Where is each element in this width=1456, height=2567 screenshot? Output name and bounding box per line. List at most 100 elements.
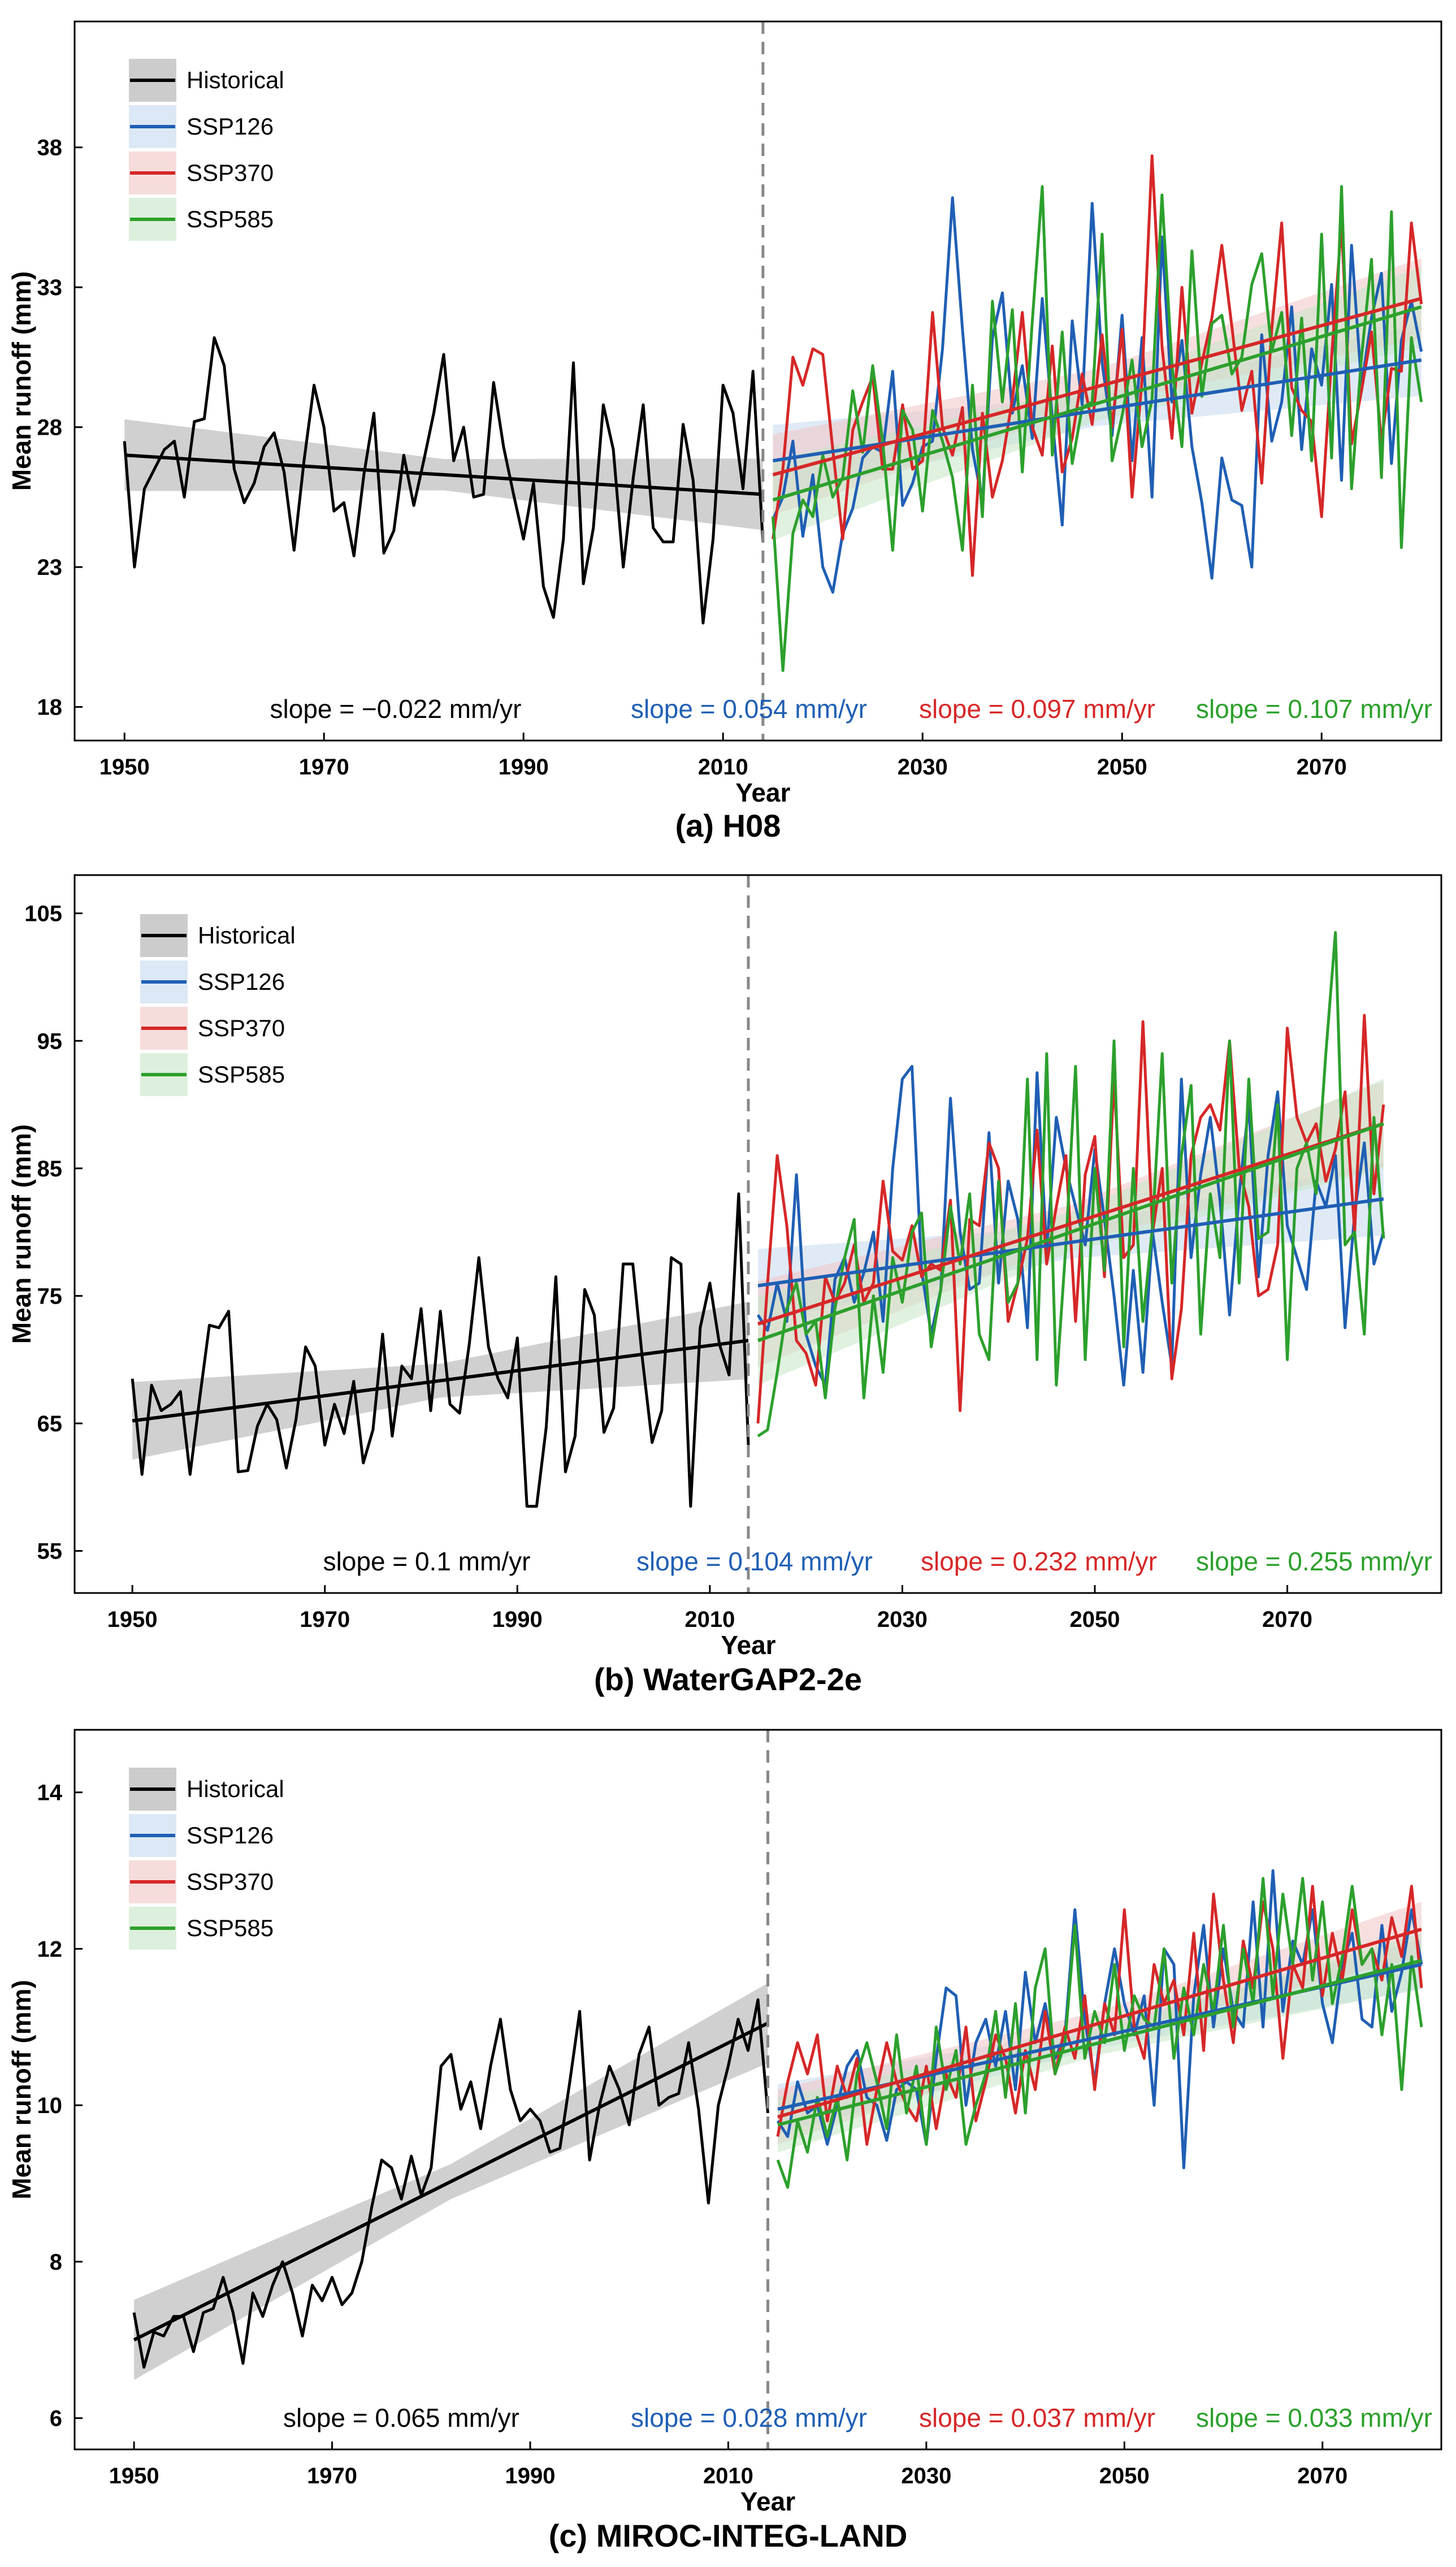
slope-annotation: slope = 0.028 mm/yr (631, 2403, 867, 2432)
panel-caption: (b) WaterGAP2-2e (594, 1661, 862, 1697)
y-tick-label: 65 (37, 1412, 63, 1436)
legend: Historical SSP126 SSP370 SSP585 (129, 59, 284, 241)
trend-line-ssp585 (777, 1959, 1422, 2127)
trend-line-historical (124, 453, 764, 496)
plot-area (123, 154, 1423, 672)
legend-entry-label: Historical (187, 1776, 284, 1802)
slope-annotation: slope = 0.054 mm/yr (631, 694, 867, 724)
legend-entry-label: SSP370 (198, 1015, 285, 1041)
x-tick-label: 1950 (107, 1607, 158, 1632)
slope-annotation: slope = 0.033 mm/yr (1196, 2403, 1432, 2432)
slope-annotation: slope = −0.022 mm/yr (270, 694, 522, 724)
plot-frame (73, 874, 1442, 1594)
y-tick-label: 14 (37, 1781, 63, 1806)
y-tick-label: 18 (37, 695, 63, 720)
trend-line-ssp370 (772, 297, 1422, 477)
trend-line-ssp585 (757, 1122, 1384, 1343)
trend-line-ssp585 (772, 305, 1422, 502)
slope-annotation: slope = 0.104 mm/yr (636, 1547, 873, 1576)
slope-annotation: slope = 0.037 mm/yr (919, 2403, 1155, 2432)
y-tick-label: 6 (50, 2406, 62, 2431)
y-tick-label: 38 (37, 136, 63, 161)
legend-entry-label: SSP126 (187, 1822, 274, 1849)
series-line-historical (132, 1998, 769, 2369)
trend-line-ssp126 (757, 1197, 1384, 1288)
x-tick-label: 1990 (505, 2464, 556, 2488)
series-line-ssp370 (756, 1014, 1385, 1424)
y-tick-label: 75 (37, 1284, 63, 1309)
x-tick-label: 2030 (898, 755, 948, 780)
x-axis-label: Year (735, 778, 790, 807)
trend-line-historical (132, 1339, 749, 1423)
x-tick-label: 1970 (299, 755, 349, 780)
legend-entry-label: Historical (198, 922, 296, 949)
y-axis-label: Mean runoff (mm) (7, 271, 36, 491)
legend-entry-label: SSP370 (187, 159, 274, 186)
x-tick-label: 1990 (492, 1607, 543, 1632)
slope-annotation: slope = 0.065 mm/yr (283, 2403, 519, 2432)
chart-panel-1: 1950 1970 1990 2010 2030 2050 2070 18 23 28 33 38 Ye… (7, 20, 1442, 843)
trend-line-ssp370 (777, 1927, 1422, 2119)
y-tick-label: 55 (37, 1539, 63, 1564)
x-tick-label: 2010 (698, 755, 748, 780)
y-tick-label: 95 (37, 1029, 63, 1054)
y-tick-label: 33 (37, 275, 63, 300)
x-tick-label: 2010 (703, 2464, 753, 2488)
x-tick-label: 1970 (307, 2464, 357, 2488)
series-line-ssp585 (757, 931, 1385, 1438)
legend-entry-label: SSP370 (187, 1868, 274, 1895)
panel-caption: (a) H08 (675, 808, 781, 843)
y-axis-label: Mean runoff (mm) (7, 1980, 36, 2199)
trend-line-ssp370 (757, 1122, 1384, 1326)
series-line-ssp370 (776, 1885, 1423, 2146)
x-tick-label: 2070 (1297, 2464, 1347, 2488)
legend-entry-label: SSP585 (187, 206, 274, 232)
y-tick-label: 85 (37, 1157, 63, 1181)
x-tick-label: 1950 (109, 2464, 159, 2488)
chart-panel-3: 1950 1970 1990 2010 2030 2050 2070 6 8 10 12 14 Year… (7, 1729, 1442, 2553)
y-tick-label: 8 (50, 2250, 62, 2275)
y-tick-label: 12 (37, 1937, 63, 1962)
y-tick-label: 23 (37, 555, 63, 580)
legend-entry-label: SSP585 (198, 1061, 285, 1088)
x-axis-label: Year (740, 2487, 795, 2516)
x-tick-label: 2070 (1262, 1607, 1312, 1632)
slope-annotation: slope = 0.097 mm/yr (919, 694, 1155, 724)
legend-entry-label: SSP126 (187, 113, 274, 140)
series-line-historical (123, 336, 765, 625)
x-axis-label: Year (721, 1630, 775, 1660)
legend: Historical SSP126 SSP370 SSP585 (129, 1768, 284, 1950)
x-tick-label: 2070 (1297, 755, 1347, 780)
y-tick-label: 10 (37, 2093, 63, 2118)
series-line-historical (131, 1192, 750, 1508)
x-tick-label: 1950 (99, 755, 150, 780)
x-tick-label: 2010 (684, 1607, 735, 1632)
plot-area (131, 931, 1385, 1508)
legend-entry-label: SSP126 (198, 968, 285, 995)
y-axis-label: Mean runoff (mm) (7, 1124, 36, 1344)
plot-area (132, 1869, 1423, 2380)
y-tick-label: 28 (37, 415, 63, 440)
legend-entry-label: Historical (187, 67, 284, 93)
x-tick-label: 1970 (300, 1607, 350, 1632)
slope-annotation: slope = 0.1 mm/yr (323, 1547, 531, 1576)
x-tick-label: 2050 (1099, 2464, 1150, 2488)
x-tick-label: 1990 (499, 755, 549, 780)
x-tick-label: 2050 (1097, 755, 1147, 780)
slope-annotation: slope = 0.255 mm/yr (1196, 1547, 1432, 1576)
x-tick-label: 2050 (1069, 1607, 1120, 1632)
chart-panel-2: 1950 1970 1990 2010 2030 2050 2070 55 65 75 85 95 10… (7, 874, 1442, 1697)
series-line-ssp585 (776, 1877, 1423, 2189)
slope-annotation: slope = 0.107 mm/yr (1196, 694, 1432, 724)
legend: Historical SSP126 SSP370 SSP585 (140, 914, 296, 1096)
plot-frame (73, 1729, 1442, 2451)
slope-annotation: slope = 0.232 mm/yr (921, 1547, 1157, 1576)
plot-frame (73, 20, 1442, 742)
series-line-ssp585 (772, 185, 1423, 672)
x-tick-label: 2030 (901, 2464, 951, 2488)
trend-line-historical (133, 2021, 769, 2341)
y-tick-label: 105 (24, 902, 62, 927)
panel-caption: (c) MIROC-INTEG-LAND (549, 2518, 908, 2553)
legend-entry-label: SSP585 (187, 1915, 274, 1941)
